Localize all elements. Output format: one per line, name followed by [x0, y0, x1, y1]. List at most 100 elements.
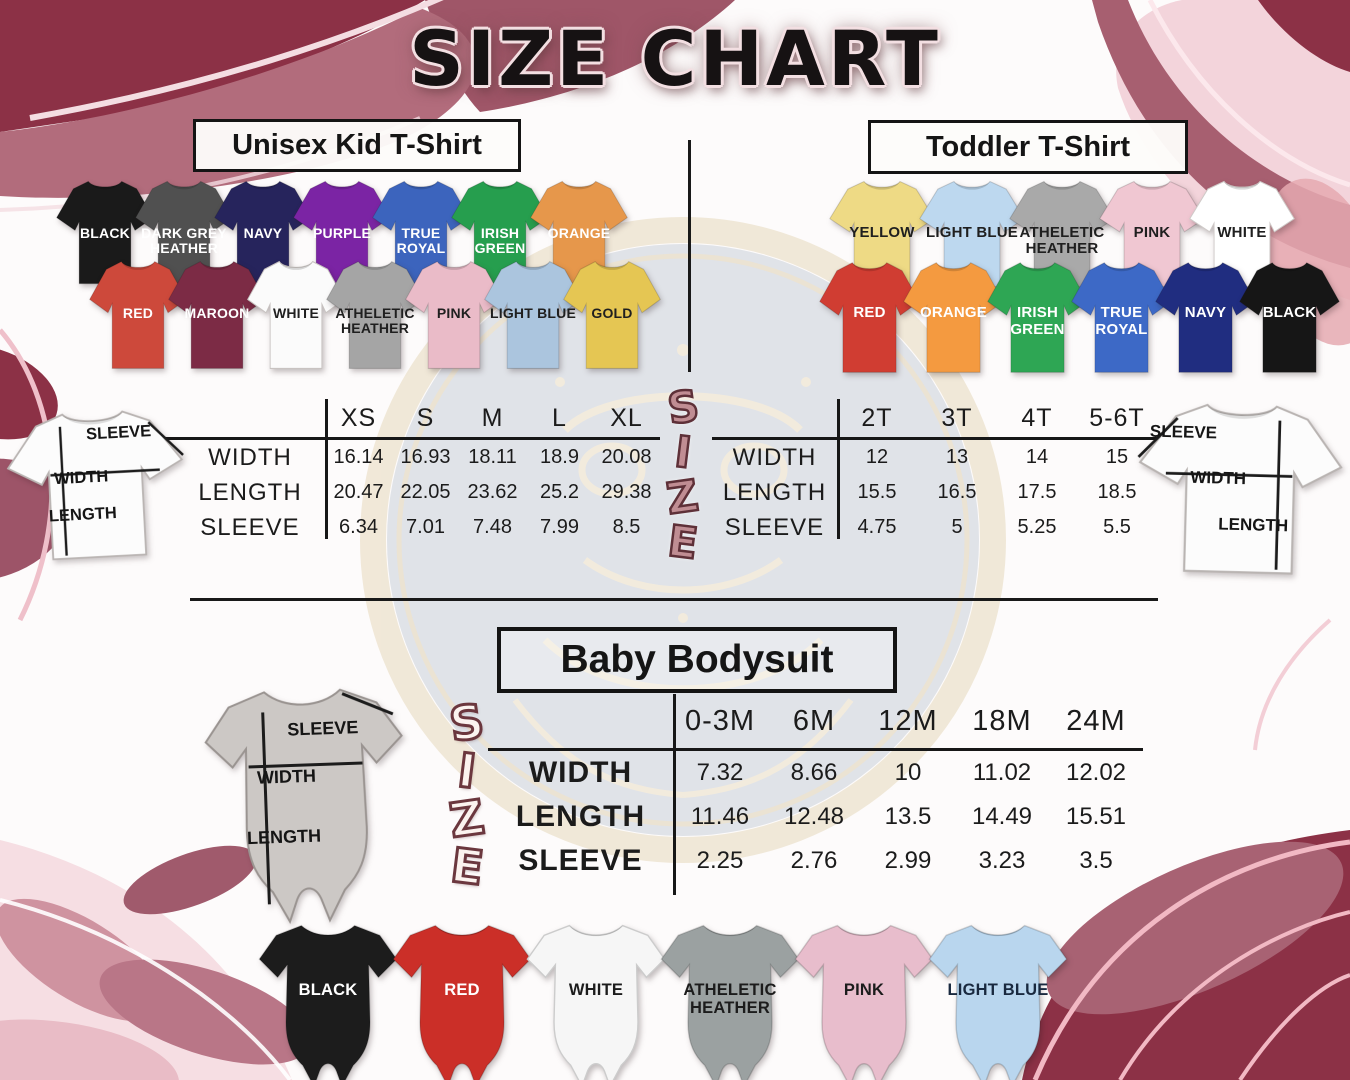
measure-row-label: LENGTH	[722, 478, 827, 506]
garment-color-label: ATHELETIC HEATHER	[335, 304, 415, 336]
measurement-value: 29.38	[601, 481, 652, 503]
tshirt-icon	[1155, 262, 1256, 373]
measurement-value: 20.08	[601, 446, 652, 468]
tshirt-icon	[563, 260, 661, 369]
measurement-value: 8.66	[790, 759, 838, 786]
size-word-letter: E	[664, 515, 702, 571]
measurement-value: 16.93	[400, 446, 451, 468]
measurement-value: 3.5	[1079, 847, 1113, 874]
table-header-row: 0-3M 6M 12M 18M 24M	[488, 694, 1143, 748]
garment-color-label: NAVY	[1184, 304, 1227, 322]
tshirt-icon	[214, 180, 312, 285]
garment-color-label: BLACK	[80, 224, 130, 241]
size-column-header: XL	[610, 403, 643, 432]
size-column-header: 12M	[878, 704, 938, 737]
tshirt-icon	[1189, 180, 1295, 288]
garment-color-label: NAVY	[243, 224, 283, 241]
garment-color-label: LIGHT BLUE	[490, 304, 576, 321]
unisex-shirt-row-2: RED MAROON WHITE ATHELETIC HEATHER PINK LIGHT…	[88, 256, 661, 374]
measurement-value: 14.49	[971, 803, 1033, 830]
table-row: SLEEVE 6.34 7.01 7.48 7.99 8.5	[175, 510, 660, 545]
table-row: SLEEVE 2.25 2.76 2.99 3.23 3.5	[488, 839, 1143, 883]
size-word-letter: Z	[663, 470, 703, 526]
bodysuit-atheletic-heather: ATHELETIC HEATHER	[660, 920, 800, 1080]
bodysuit-icon	[526, 924, 666, 1080]
garment-color-label: PINK	[436, 304, 472, 321]
bodysuit-light-blue: LIGHT BLUE	[928, 920, 1068, 1080]
garment-color-label: WHITE	[1217, 223, 1267, 241]
size-column-header: 5-6T	[1089, 403, 1145, 432]
measure-row-label: WIDTH	[528, 756, 633, 789]
measurement-value: 20.47	[333, 481, 384, 503]
measure-row-label: SLEEVE	[518, 844, 643, 877]
garment-color-label: LIGHT BLUE	[947, 980, 1049, 999]
garment-color-label: ATHELETIC HEATHER	[1019, 223, 1105, 257]
size-word-letter: S	[663, 380, 703, 436]
bodysuit-icon	[794, 924, 934, 1080]
measure-row-label: SLEEVE	[724, 513, 825, 541]
measurement-value: 7.32	[696, 759, 744, 786]
measurement-value: 16.5	[937, 481, 977, 503]
garment-color-label: IRISH GREEN	[1010, 304, 1065, 338]
tshirt-atheletic-heather: ATHELETIC HEATHER	[1008, 176, 1116, 292]
garment-color-label: RED	[853, 304, 886, 322]
tshirt-red: RED	[88, 256, 188, 374]
size-column-header: L	[552, 403, 567, 432]
size-column-header: 4T	[1021, 403, 1053, 432]
tshirt-icon	[903, 262, 1004, 373]
sleeve-label: SLEEVE	[286, 717, 359, 740]
tshirt-icon	[1009, 180, 1115, 288]
tshirt-navy: NAVY	[1154, 257, 1257, 378]
size-column-header: 0-3M	[684, 704, 756, 737]
tshirt-atheletic-heather: ATHELETIC HEATHER	[325, 256, 425, 374]
measurement-value: 7.99	[540, 516, 579, 538]
tshirt-irish-green: IRISH GREEN	[450, 176, 550, 289]
measure-row-label: SLEEVE	[200, 513, 300, 541]
tshirt-icon	[247, 260, 345, 369]
measurement-value: 15	[1105, 446, 1129, 468]
size-word-letter: I	[454, 742, 481, 802]
garment-color-label: TRUE ROYAL	[396, 224, 446, 256]
tshirt-pink: PINK	[1098, 176, 1206, 292]
measurement-value: 11.02	[972, 759, 1032, 786]
bodysuit-icon	[928, 924, 1068, 1080]
measurement-value: 8.5	[612, 516, 641, 538]
vertical-divider	[688, 140, 691, 372]
measurement-value: 2.25	[696, 847, 744, 874]
size-word-letter: Z	[445, 788, 489, 850]
measurement-value: 15.5	[857, 481, 897, 503]
garment-color-label: BLACK	[298, 980, 358, 999]
tshirt-orange: ORANGE	[902, 257, 1005, 378]
toddler-shirt-row-2: RED ORANGE IRISH GREEN TRUE ROYAL NAVY BLACK	[818, 257, 1340, 378]
measurement-value: 13.5	[884, 803, 932, 830]
size-column-header: XS	[340, 403, 377, 432]
measurement-value: 12.02	[1065, 759, 1127, 786]
measurement-value: 6.34	[339, 516, 378, 538]
size-column-header: M	[481, 403, 504, 432]
toddler-measure-diagram: SLEEVE WIDTH LENGTH	[1133, 387, 1346, 590]
bodysuit-white: WHITE	[526, 920, 666, 1080]
page-title: SIZE CHART	[409, 14, 941, 103]
sleeve-label: SLEEVE	[1149, 421, 1218, 443]
bodysuit-black: BLACK	[258, 920, 398, 1080]
garment-color-label: IRISH GREEN	[474, 224, 526, 256]
tshirt-icon	[987, 262, 1088, 373]
garment-color-label: GOLD	[591, 304, 633, 321]
garment-color-label: BLACK	[1262, 304, 1317, 322]
size-word-letter: I	[671, 426, 695, 480]
tshirt-icon	[829, 180, 935, 288]
measurement-value: 2.99	[884, 847, 932, 874]
bodysuit-icon	[204, 688, 403, 925]
table-row: WIDTH 7.32 8.66 10 11.02 12.02	[488, 751, 1143, 795]
measurement-value: 14	[1025, 446, 1049, 468]
measurement-value: 3.23	[978, 847, 1026, 874]
bodysuit-icon	[258, 924, 398, 1080]
size-word-letter: S	[445, 692, 489, 754]
tshirt-icon	[819, 262, 920, 373]
tshirt-icon	[1239, 262, 1340, 373]
measurement-value: 5	[951, 516, 963, 538]
measure-row-label: LENGTH	[515, 800, 646, 833]
table-header-row: XS S M L XL	[175, 399, 660, 437]
size-column-header: S	[416, 403, 435, 432]
table-row: WIDTH 16.14 16.93 18.11 18.9 20.08	[175, 440, 660, 475]
